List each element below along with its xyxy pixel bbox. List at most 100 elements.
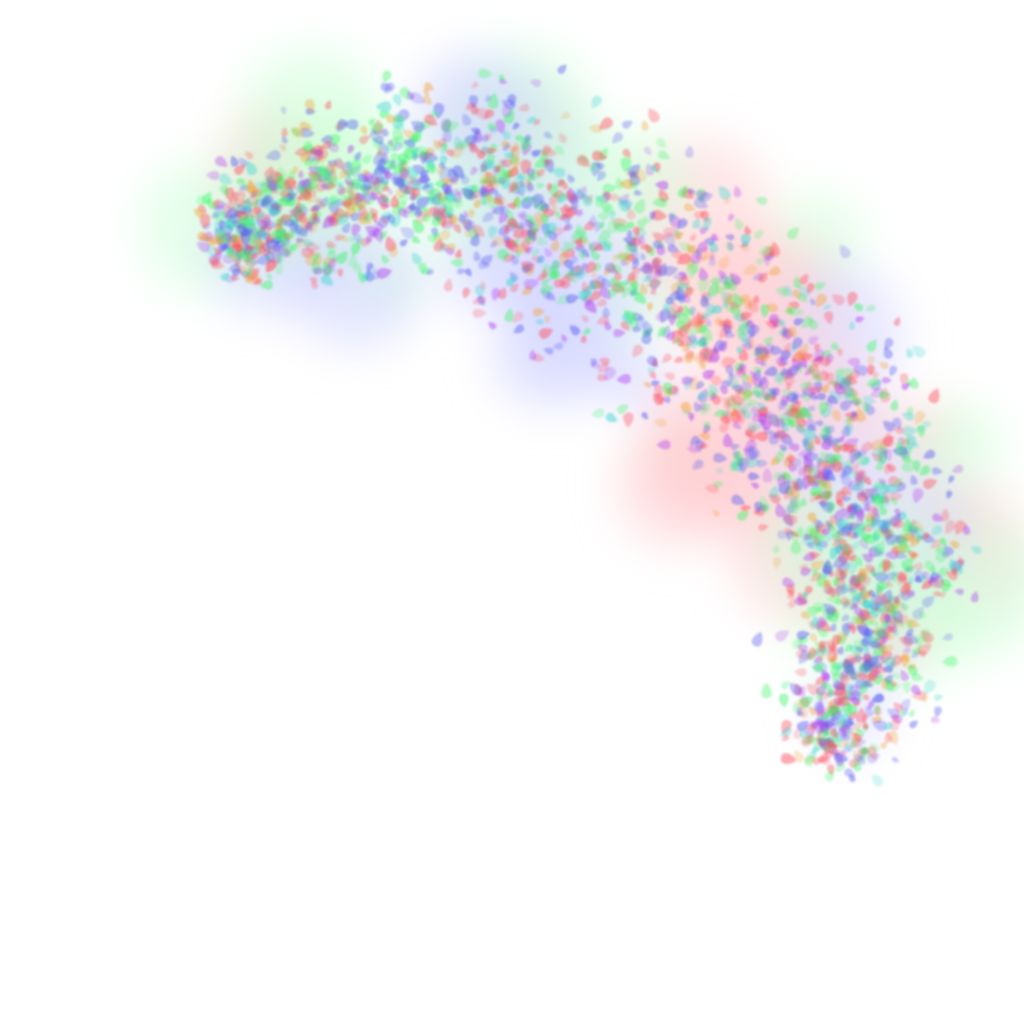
teardrop-particle [387,139,394,148]
teardrop-particle [623,310,637,323]
teardrop-particle [748,299,759,313]
teardrop-particle [784,503,796,515]
teardrop-particle [811,386,824,395]
teardrop-particle [395,193,409,204]
teardrop-particle [219,173,233,185]
teardrop-particle [673,356,683,363]
teardrop-particle [719,275,731,285]
teardrop-particle [411,236,421,244]
teardrop-particle [326,142,340,153]
teardrop-particle [893,427,904,435]
teardrop-particle [876,585,884,596]
teardrop-particle [847,291,858,307]
teardrop-particle [501,139,512,149]
teardrop-particle [392,114,405,124]
teardrop-particle [721,380,733,389]
teardrop-particle [280,189,292,198]
teardrop-particle [609,193,622,201]
teardrop-particle [893,544,909,556]
teardrop-particle [561,334,568,342]
teardrop-particle [342,199,355,210]
teardrop-particle [854,616,864,628]
teardrop-particle [608,211,616,221]
teardrop-particle [358,203,368,216]
teardrop-particle [855,646,864,653]
teardrop-particle [582,290,592,302]
teardrop-particle [634,189,643,196]
teardrop-particle [607,288,620,297]
teardrop-particle [324,100,332,110]
teardrop-particle [600,199,612,213]
teardrop-particle [616,404,629,415]
teardrop-particle [488,226,498,240]
teardrop-particle [934,694,944,701]
teardrop-particle [698,442,707,449]
teardrop-particle [588,163,598,172]
teardrop-particle [949,541,960,549]
teardrop-particle [934,706,942,718]
teardrop-particle [626,207,636,220]
teardrop-particle [362,154,373,164]
teardrop-particle [369,207,378,217]
teardrop-particle [241,197,252,213]
teardrop-particle [472,308,487,318]
teardrop-particle [346,187,355,195]
teardrop-particle [900,669,909,682]
teardrop-particle [862,402,871,413]
teardrop-particle [893,477,903,488]
teardrop-particle [656,439,671,450]
teardrop-particle [502,102,513,118]
teardrop-particle [497,287,507,300]
teardrop-particle [444,184,452,195]
teardrop-particle [954,588,964,595]
teardrop-particle [541,145,552,157]
teardrop-particle [685,347,694,360]
teardrop-particle [567,174,575,183]
teardrop-particle [810,572,822,582]
teardrop-particle [728,213,735,222]
teardrop-particle [700,402,711,416]
teardrop-particle [376,268,393,279]
teardrop-particle [881,582,890,589]
teardrop-particle [834,761,846,772]
teardrop-particle [871,720,887,732]
teardrop-particle [857,449,868,458]
teardrop-particle [890,571,899,578]
teardrop-particle [206,171,220,181]
teardrop-particle [809,487,824,497]
teardrop-particle [228,262,241,272]
teardrop-particle [436,207,448,216]
teardrop-particle [901,462,915,472]
teardrop-particle [706,354,719,363]
teardrop-particle [830,622,837,632]
teardrop-particle [707,281,719,297]
teardrop-particle [731,494,745,506]
teardrop-particle [584,299,597,314]
teardrop-particle [598,357,610,366]
teardrop-particle [809,633,818,643]
teardrop-particle [708,383,719,395]
teardrop-particle [963,524,971,535]
teardrop-particle [616,373,631,384]
teardrop-particle [677,218,688,229]
teardrop-particle [528,233,537,239]
teardrop-particle [922,571,930,581]
teardrop-particle [310,174,320,181]
teardrop-particle [799,273,809,285]
teardrop-particle [700,254,710,262]
teardrop-particle [365,225,380,238]
teardrop-particle [814,420,824,427]
teardrop-particle [719,421,730,433]
teardrop-particle [448,167,460,183]
teardrop-particle [723,432,733,448]
teardrop-particle [640,243,650,250]
teardrop-particle [506,275,516,287]
teardrop-particle [906,591,916,598]
teardrop-particle [861,553,873,563]
teardrop-particle [546,183,553,192]
teardrop-particle [851,480,865,491]
teardrop-particle [544,315,551,325]
teardrop-particle [928,577,939,587]
teardrop-particle [544,247,553,257]
